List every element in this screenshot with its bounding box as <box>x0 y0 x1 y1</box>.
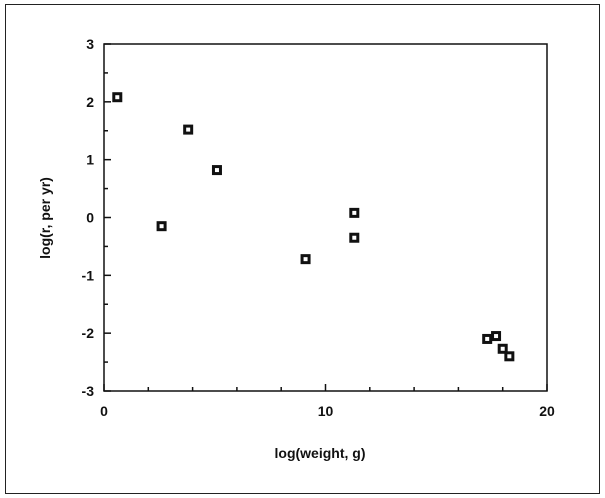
y-tick-label: 1 <box>86 152 94 168</box>
y-tick-label: 3 <box>86 36 94 52</box>
data-point <box>211 165 222 176</box>
x-axis-label: log(weight, g) <box>275 445 366 461</box>
data-point <box>504 351 515 362</box>
data-point <box>491 331 502 342</box>
x-tick-label: 0 <box>100 403 108 419</box>
y-tick-label: -2 <box>82 325 95 341</box>
x-tick-label: 10 <box>318 403 334 419</box>
y-tick-label: -1 <box>82 267 95 283</box>
data-point <box>482 333 493 344</box>
data-point <box>300 254 311 265</box>
data-point <box>112 92 123 103</box>
data-point <box>349 207 360 218</box>
y-tick-label: 0 <box>86 210 94 226</box>
data-point <box>183 124 194 135</box>
data-point <box>497 343 508 354</box>
data-point <box>349 232 360 243</box>
y-axis-label: log(r, per yr) <box>37 177 53 259</box>
x-tick-label: 20 <box>539 403 555 419</box>
x-axis-ticks: 0 10 20 <box>100 384 555 419</box>
data-points <box>112 92 515 362</box>
data-point <box>156 221 167 232</box>
y-tick-label: -3 <box>82 383 95 399</box>
y-tick-label: 2 <box>86 94 94 110</box>
plot-area <box>103 43 548 392</box>
y-axis-ticks: 3 2 1 0 -1 -2 -3 <box>82 36 111 399</box>
